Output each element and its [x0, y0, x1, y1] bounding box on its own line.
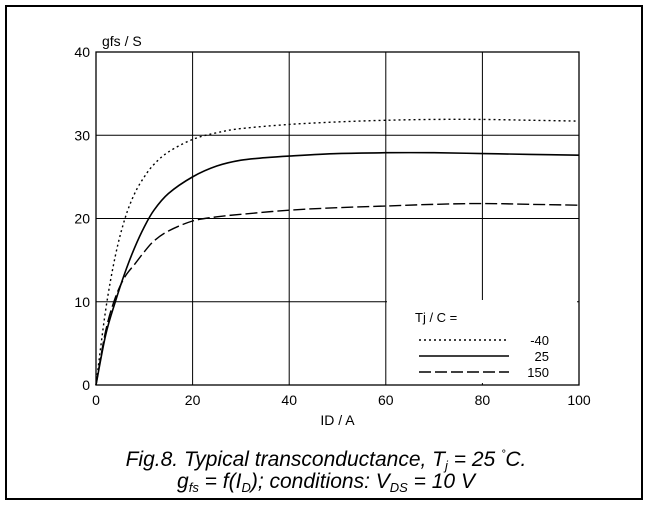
caption-text: g	[177, 470, 189, 493]
legend-entry-label: -40	[530, 333, 549, 348]
legend-box	[387, 300, 577, 383]
y-tick-labels: 0 10 20 30 40	[74, 44, 90, 393]
x-tick-label: 0	[92, 392, 100, 408]
y-tick-label: 40	[74, 44, 90, 60]
caption-subscript: fs	[188, 480, 199, 495]
x-axis-label: ID / A	[320, 412, 355, 428]
plot-border	[95, 51, 580, 386]
plot-area-border	[95, 51, 580, 386]
caption-text: ); conditions: V	[250, 470, 390, 493]
figure-caption-line-1: Fig.8. Typical transconductance, Tj = 25…	[0, 444, 652, 478]
caption-degree: ˚	[501, 448, 506, 463]
x-tick-label: 20	[185, 392, 201, 408]
x-tick-label: 60	[378, 392, 394, 408]
chart-grid	[96, 52, 579, 385]
y-tick-label: 10	[74, 294, 90, 310]
figure-frame	[5, 5, 643, 500]
legend-title: Tj / C =	[415, 310, 457, 325]
caption-text: Fig.8. Typical transconductance, T	[125, 448, 446, 471]
x-tick-labels: 0 20 40 60 80 100	[92, 392, 591, 408]
x-tick-label: 80	[475, 392, 491, 408]
caption-subscript: D	[241, 480, 251, 495]
y-tick-label: 30	[74, 127, 90, 143]
series-line-150	[95, 202, 580, 386]
transconductance-chart: 0 10 20 30 40 0 20 40 60 80 100 gfs / S ID / A Tj…	[74, 33, 591, 428]
x-tick-label: 40	[281, 392, 297, 408]
caption-text: C.	[505, 448, 527, 471]
caption-subscript: DS	[389, 480, 408, 495]
y-tick-label: 20	[74, 211, 90, 227]
y-axis-label: gfs / S	[102, 33, 142, 49]
y-tick-label: 0	[82, 377, 90, 393]
series-line-25	[95, 151, 580, 386]
legend-entry-label: 150	[527, 365, 549, 380]
series-lines	[95, 118, 580, 386]
legend-entry-label: 25	[535, 349, 549, 364]
caption-subscript: j	[445, 458, 448, 473]
caption-text: = 25	[447, 448, 502, 471]
figure-caption-line-2: gfs = f(ID); conditions: VDS = 10 V	[0, 470, 652, 500]
x-tick-label: 100	[567, 392, 591, 408]
caption-text: = f(I	[198, 470, 242, 493]
caption-text: = 10 V	[407, 470, 475, 493]
